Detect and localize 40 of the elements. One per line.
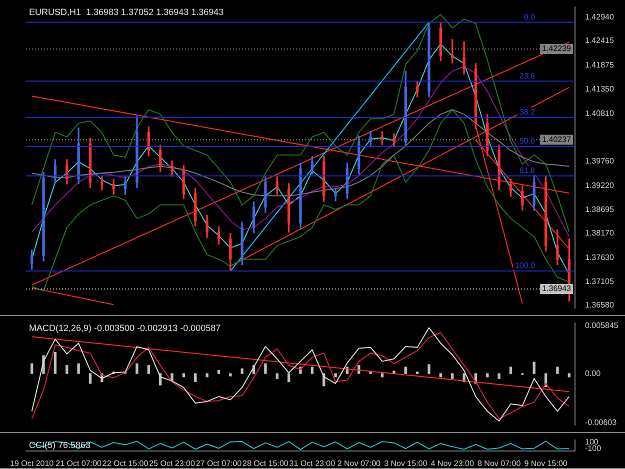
- x-tick-label: 28 Oct 15:00: [242, 459, 289, 468]
- y-tick-label: 1.36580: [585, 300, 614, 310]
- y-tick-label: 0.005845: [585, 320, 619, 330]
- x-tick-label: 3 Nov 15:00: [384, 459, 428, 468]
- annotation: 23.6: [519, 71, 536, 80]
- y-tick-label: 1.42415: [585, 36, 614, 46]
- y-tick-label: 1.38170: [585, 228, 614, 238]
- x-tick-label: 22 Oct 15:00: [102, 459, 149, 468]
- ref-line-label: 1.40237: [542, 134, 572, 144]
- y-tick-label: 1.42940: [585, 12, 614, 22]
- y-tick-label: 0.00: [585, 368, 602, 378]
- ref-line-label: 1.36943: [542, 284, 572, 294]
- y-tick-label: -100: [585, 444, 602, 453]
- ref-line-label: 1.42239: [542, 44, 572, 54]
- y-tick-label: 1.37630: [585, 253, 614, 262]
- x-tick-label: 2 Nov 07:00: [337, 459, 382, 468]
- annotation: 61.8: [519, 166, 536, 176]
- annotation: 0.0: [524, 12, 536, 22]
- y-tick-label: 1.41875: [585, 60, 614, 70]
- x-tick-label: 19 Oct 2010: [10, 459, 54, 468]
- y-tick-label: -0.00603: [585, 418, 618, 428]
- x-tick-label: 9 Nov 15:00: [524, 459, 568, 468]
- annotation: 38.2: [519, 108, 536, 117]
- annotation: 50.0: [519, 136, 536, 146]
- y-tick-label: 1.40810: [585, 108, 614, 118]
- x-tick-label: 31 Oct 23:00: [289, 459, 336, 468]
- y-tick-label: 1.37105: [585, 276, 614, 286]
- y-tick-label: 1.39760: [585, 156, 614, 166]
- x-tick-label: 4 Nov 23:00: [430, 459, 474, 468]
- y-tick-label: 1.41350: [585, 84, 614, 94]
- x-tick-label: 8 Nov 07:00: [478, 459, 522, 468]
- y-tick-label: 100: [585, 437, 599, 446]
- chart-title: MACD(12,26,9) -0.003500 -0.002913 -0.000587: [29, 322, 221, 333]
- x-tick-label: 25 Oct 23:00: [149, 459, 196, 468]
- y-tick-label: 1.39220: [585, 181, 614, 190]
- x-tick-label: 27 Oct 07:00: [196, 459, 242, 468]
- x-tick-label: 21 Oct 07:00: [56, 459, 102, 468]
- annotation: 100.0: [514, 261, 536, 270]
- y-tick-label: 1.38695: [585, 204, 614, 214]
- chart-title: EURUSD,H1 1.36983 1.37052 1.36943 1.36943: [29, 6, 224, 17]
